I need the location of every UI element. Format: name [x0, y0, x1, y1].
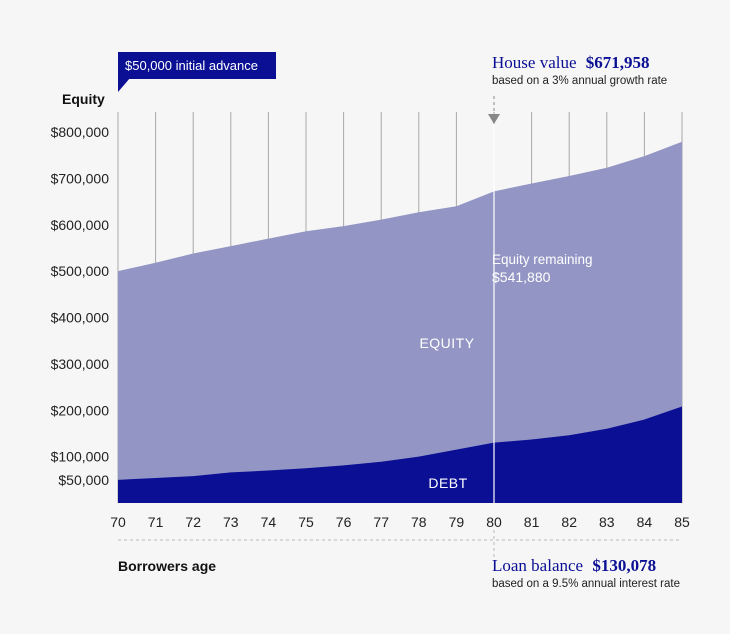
equity-remaining-label: Equity remaining — [492, 252, 593, 267]
x-tick-label: 75 — [298, 514, 314, 530]
loan-balance-label: Loan balance — [492, 556, 583, 575]
y-tick-label: $600,000 — [51, 217, 110, 233]
x-axis-ticks: 70 71 72 73 74 75 76 77 78 79 80 81 82 83 84 85 — [110, 514, 690, 530]
x-tick-label: 71 — [148, 514, 164, 530]
x-tick-label: 85 — [674, 514, 690, 530]
equity-remaining-value: $541,880 — [492, 269, 551, 285]
y-axis-ticks: $50,000 $100,000 $200,000 $300,000 $400,000 $… — [51, 124, 110, 488]
y-tick-label: $400,000 — [51, 310, 110, 326]
x-tick-label: 78 — [411, 514, 427, 530]
y-tick-label: $500,000 — [51, 263, 110, 279]
x-tick-label: 74 — [261, 514, 277, 530]
initial-advance-callout-tab — [118, 78, 130, 92]
y-tick-label: $800,000 — [51, 124, 110, 140]
initial-advance-label: $50,000 initial advance — [125, 58, 258, 73]
x-tick-label: 73 — [223, 514, 239, 530]
loan-balance-note: based on a 9.5% annual interest rate — [492, 578, 680, 590]
x-tick-label: 79 — [449, 514, 465, 530]
loan-balance-amount: $130,078 — [592, 556, 656, 575]
house-value-label: House value — [492, 53, 577, 72]
x-tick-label: 76 — [336, 514, 352, 530]
x-tick-label: 80 — [486, 514, 502, 530]
marker-triangle — [488, 114, 500, 124]
x-tick-label: 82 — [561, 514, 577, 530]
x-tick-label: 81 — [524, 514, 540, 530]
marker-layer — [118, 96, 682, 560]
debt-area-label: DEBT — [428, 475, 467, 491]
x-tick-label: 77 — [373, 514, 389, 530]
x-tick-label: 70 — [110, 514, 126, 530]
y-tick-label: $50,000 — [58, 472, 109, 488]
equity-area — [118, 141, 682, 503]
y-tick-label: $300,000 — [51, 356, 110, 372]
y-tick-label: $100,000 — [51, 449, 110, 465]
x-tick-label: 72 — [185, 514, 201, 530]
x-tick-label: 84 — [637, 514, 653, 530]
house-value-heading: House value $671,958 — [492, 53, 650, 72]
x-axis-title: Borrowers age — [118, 558, 216, 574]
y-axis-title: Equity — [62, 91, 105, 107]
x-tick-label: 83 — [599, 514, 615, 530]
house-value-amount: $671,958 — [586, 53, 650, 72]
y-tick-label: $700,000 — [51, 170, 110, 186]
loan-balance-heading: Loan balance $130,078 — [492, 556, 656, 575]
debt-area — [118, 406, 682, 503]
initial-advance-callout-box — [118, 52, 276, 79]
equity-area-label: EQUITY — [419, 335, 474, 351]
y-tick-label: $200,000 — [51, 402, 110, 418]
house-value-note: based on a 3% annual growth rate — [492, 75, 667, 87]
